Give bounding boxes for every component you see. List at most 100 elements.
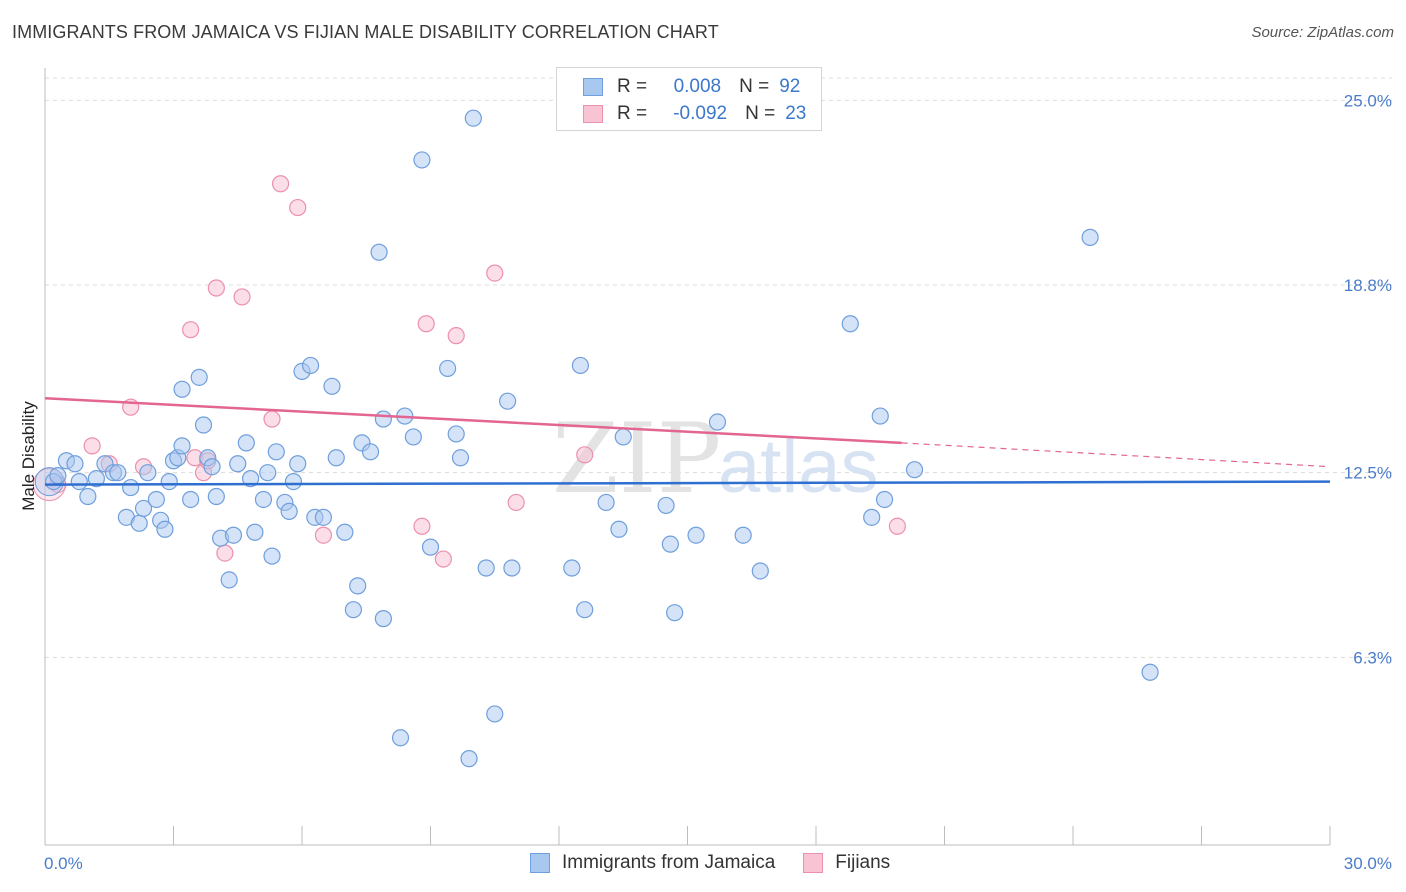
fijian-point xyxy=(207,279,225,297)
jamaica-point xyxy=(139,464,157,482)
jamaica-point xyxy=(220,571,238,589)
source-label: Source: ZipAtlas.com xyxy=(1251,24,1394,41)
jamaica-point xyxy=(871,407,889,425)
jamaica-point xyxy=(49,467,67,485)
jamaica-point xyxy=(708,413,727,431)
jamaica-point xyxy=(734,526,752,544)
fijian-point xyxy=(182,321,200,339)
legend-n-value: 92 xyxy=(779,76,801,97)
jamaica-point xyxy=(122,478,140,497)
fijian-point xyxy=(888,517,906,535)
jamaica-point xyxy=(661,535,679,553)
y-axis-label: Male Disability xyxy=(19,401,38,511)
jamaica-point xyxy=(666,604,684,622)
jamaica-point xyxy=(460,750,478,768)
jamaica-point xyxy=(687,526,705,544)
jamaica-point xyxy=(374,410,392,428)
jamaica-point xyxy=(751,562,769,580)
legend-row-fijian: R = -0.092 N = 23 xyxy=(583,103,806,125)
jamaica-point xyxy=(503,559,521,577)
jamaica-point xyxy=(182,490,200,509)
chart-title: IMMIGRANTS FROM JAMAICA VS FIJIAN MALE D… xyxy=(12,22,719,42)
legend-n-label: N = xyxy=(739,76,770,97)
jamaica-point xyxy=(841,315,859,333)
jamaica-point xyxy=(610,520,628,538)
jamaica-point xyxy=(263,547,281,565)
jamaica-point xyxy=(413,151,431,169)
jamaica-point xyxy=(439,359,457,378)
jamaica-point xyxy=(242,470,260,488)
legend-r-value: -0.092 xyxy=(673,103,728,124)
fijian-point xyxy=(576,446,594,464)
y-tick-label: 6.3% xyxy=(1353,648,1392,667)
bottom-legend-label-jamaica: Immigrants from Jamaica xyxy=(562,852,776,873)
jamaica-point xyxy=(447,425,465,443)
jamaica-point xyxy=(156,520,174,538)
jamaica-point xyxy=(614,428,632,446)
fijian-point xyxy=(263,410,281,428)
jamaica-point xyxy=(229,455,247,473)
fijian-point xyxy=(216,544,234,562)
y-tick-label: 12.5% xyxy=(1344,464,1392,483)
jamaica-point xyxy=(361,443,380,461)
legend-r-label: R = xyxy=(617,103,648,124)
y-tick-label: 25.0% xyxy=(1344,91,1392,110)
jamaica-point xyxy=(657,496,675,515)
trend-lines xyxy=(44,396,1331,486)
jamaica-point xyxy=(237,434,255,452)
legend-n-label: N = xyxy=(745,103,776,124)
tick-labels: 6.3% 12.5% 18.8% 25.0% 0.0% 30.0% xyxy=(44,91,1392,873)
jamaica-point xyxy=(499,392,517,410)
jamaica-point xyxy=(370,243,388,261)
fijian-point xyxy=(417,315,435,333)
jamaica-point xyxy=(246,523,264,541)
fijian-point xyxy=(507,493,525,512)
jamaica-point xyxy=(464,109,482,127)
jamaica-point xyxy=(327,449,345,467)
jamaica-point xyxy=(254,490,273,509)
jamaica-point xyxy=(284,473,303,491)
jamaica-trend-line xyxy=(44,480,1331,486)
jamaica-point xyxy=(280,502,298,520)
fijian-point xyxy=(486,264,504,282)
jamaica-point xyxy=(477,559,495,577)
x-tick-label: 30.0% xyxy=(1344,854,1392,873)
jamaica-point xyxy=(224,526,243,544)
bottom-legend-swatch-fijian xyxy=(803,853,824,873)
jamaica-point xyxy=(875,490,894,509)
jamaica-point xyxy=(391,729,410,747)
bottom-legend: Immigrants from Jamaica Fijians xyxy=(530,852,918,874)
jamaica-points xyxy=(34,109,1159,768)
legend-swatch-fijian xyxy=(583,105,603,123)
jamaica-point xyxy=(70,473,88,491)
jamaica-point xyxy=(597,493,615,512)
fijian-trend-line xyxy=(44,396,902,445)
jamaica-point xyxy=(194,416,213,434)
jamaica-point xyxy=(130,514,148,532)
y-tick-label: 18.8% xyxy=(1344,276,1392,295)
jamaica-point xyxy=(87,470,106,488)
bottom-legend-swatch-jamaica xyxy=(530,853,550,873)
jamaica-point xyxy=(336,523,354,541)
jamaica-point xyxy=(451,449,470,467)
fijian-point xyxy=(289,198,307,217)
jamaica-point xyxy=(344,601,362,619)
jamaica-point xyxy=(563,559,581,577)
jamaica-point xyxy=(374,610,392,628)
legend-swatch-jamaica xyxy=(583,78,603,96)
x-tick-label: 0.0% xyxy=(44,854,83,873)
fijian-point xyxy=(83,437,101,455)
jamaica-point xyxy=(173,437,191,455)
jamaica-point xyxy=(147,490,165,509)
bottom-legend-fijian: Fijians xyxy=(803,852,890,874)
fijian-point xyxy=(233,288,251,306)
bottom-legend-jamaica: Immigrants from Jamaica xyxy=(530,852,775,874)
jamaica-point xyxy=(289,455,307,473)
grid-lines xyxy=(45,77,1392,658)
jamaica-point xyxy=(207,487,225,506)
fijian-point xyxy=(434,550,452,568)
jamaica-point xyxy=(109,464,127,482)
axes xyxy=(44,68,1331,846)
jamaica-point xyxy=(267,443,285,461)
jamaica-point xyxy=(1141,663,1159,681)
